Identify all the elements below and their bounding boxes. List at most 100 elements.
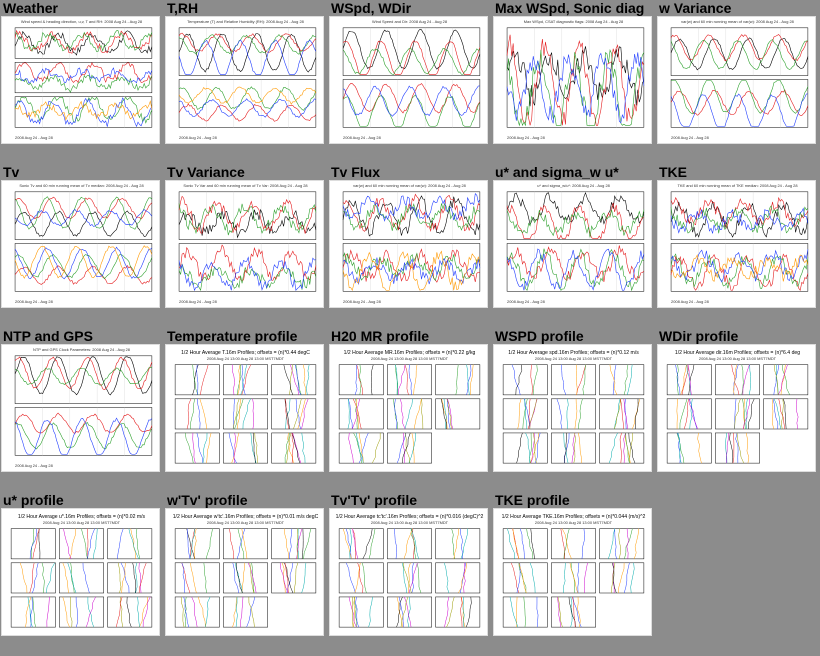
plot-image: 1/2 Hour Average MR.16m Profiles; offset… (338, 350, 481, 464)
plot-thumbnail-link[interactable]: Temperature (T) and Relative Humidity (R… (165, 16, 324, 144)
profile-line (25, 596, 32, 628)
profile-line (403, 562, 412, 594)
plot-thumbnail-link[interactable]: 1/2 Hour Average TKE.16m Profiles; offse… (493, 508, 652, 636)
profile-line (241, 562, 245, 593)
profile-line (396, 596, 403, 628)
profile-line (529, 398, 538, 429)
series-line (178, 86, 317, 105)
plot-thumbnail-link[interactable]: TKE and 60 min running mean of TKE media… (657, 180, 816, 308)
profile-line (635, 398, 639, 429)
profile-line (237, 398, 242, 429)
profile-line (285, 398, 291, 429)
profile-line (530, 432, 535, 464)
plot-thumbnail-link[interactable]: Wind speed & heading direction, u,v, T a… (1, 16, 160, 144)
profile-line (408, 562, 411, 593)
profile-panel (387, 528, 432, 560)
profile-line (345, 562, 356, 594)
profile-line (116, 528, 124, 559)
plot-thumbnail-link[interactable]: 1/2 Hour Average u*.16m Profiles; offset… (1, 508, 160, 636)
profile-line (289, 364, 293, 395)
plot-thumbnail-link[interactable]: var(w) and 60 min running mean of var(w)… (329, 180, 488, 308)
plot-thumbnail-link[interactable]: 1/2 Hour Average MR.16m Profiles; offset… (329, 344, 488, 472)
profile-line (773, 364, 780, 395)
profile-line (85, 596, 96, 628)
plot-thumbnail-link[interactable]: Sonic Tv and 60 min running mean of Tv m… (1, 180, 160, 308)
plot-cell: Tv Variance Sonic Tv Var and 60 min runni… (164, 164, 325, 308)
plot-thumbnail-link[interactable]: 1/2 Hour Average T.16m Profiles; offsets… (165, 344, 324, 472)
plot-thumbnail-link[interactable]: 1/2 Hour Average spd.16m Profiles; offse… (493, 344, 652, 472)
profile-line (348, 432, 354, 464)
profile-line (556, 398, 563, 430)
plot-title: Weather (3, 0, 58, 16)
plot-thumbnail-link[interactable]: 1/2 Hour Average w'tc'.16m Profiles; off… (165, 508, 324, 636)
profile-line (446, 398, 452, 430)
profile-line (570, 596, 573, 628)
profile-panel (599, 364, 645, 396)
plot-panel (14, 96, 153, 128)
profile-line (194, 528, 197, 559)
series-line (342, 47, 480, 75)
profile-line (353, 596, 357, 628)
profile-line (629, 432, 633, 464)
profile-line (198, 596, 206, 628)
plot-thumbnail-link[interactable]: 1/2 Hour Average tc'tc'.16m Profiles; of… (329, 508, 488, 636)
profile-line (697, 432, 702, 464)
profile-line (517, 398, 522, 430)
profile-line (190, 562, 197, 594)
profile-line (130, 528, 136, 559)
plot-thumbnail-link[interactable]: 1/2 Hour Average dir.16m Profiles; offse… (657, 344, 816, 472)
profile-line (87, 528, 89, 559)
profile-line (184, 596, 187, 628)
profile-line (137, 596, 140, 628)
profile-line (576, 364, 578, 395)
series-line (342, 192, 481, 222)
profile-line (411, 528, 419, 559)
plot-thumbnail-link[interactable]: u* and sigma_w/u*: 2008 Aug 24 - Aug 28 2… (493, 180, 652, 308)
profile-panel (338, 562, 384, 594)
profile-panel (174, 364, 220, 396)
profile-line (564, 432, 568, 464)
profile-line (185, 432, 194, 464)
plot-thumbnail-link[interactable]: Max WSpd, CSAT diagnostic flags: 2008 Au… (493, 16, 652, 144)
plot-thumbnail-link[interactable]: NTP and GPS Clock Parameters: 2008 Aug 2… (1, 344, 160, 472)
profile-panel (387, 562, 432, 594)
series-line (14, 30, 153, 52)
plot-image: Sonic Tv and 60 min running mean of Tv m… (14, 183, 153, 304)
profile-line (573, 432, 576, 464)
profile-line (516, 432, 523, 464)
series-line (506, 34, 645, 126)
plot-thumbnail-link[interactable]: Wind Speed and Dir: 2008 Aug 24 - Aug 28… (329, 16, 488, 144)
profile-line (404, 364, 409, 395)
profile-line (192, 432, 196, 464)
series-line (14, 67, 153, 84)
profile-line (284, 432, 290, 464)
plot-subtitle: 2008 Aug 24 13:00 Aug 28 13:00 MST7MDT (207, 356, 285, 361)
profile-panel (551, 398, 596, 430)
profile-line (301, 398, 309, 430)
plot-thumbnail-link[interactable]: Sonic Tv Var and 60 min running mean of … (165, 180, 324, 308)
profile-panel (666, 432, 712, 464)
plot-cell: NTP and GPS NTP and GPS Clock Parameters:… (0, 328, 161, 472)
profile-line (576, 364, 587, 395)
profile-line (41, 562, 45, 593)
plot-subtitle: 2008 Aug 24 13:00 Aug 28 13:00 MST7MDT (535, 520, 613, 525)
profile-line (288, 528, 293, 559)
profile-line (564, 432, 570, 464)
profile-line (536, 596, 539, 628)
plot-caption: Wind speed & heading direction, u,v, T a… (21, 19, 143, 24)
profile-line (614, 528, 617, 559)
profile-line (362, 562, 367, 594)
profile-panel (174, 528, 220, 560)
profile-line (342, 528, 352, 559)
plot-thumbnail-link[interactable]: var(w) and 60 min running mean of var(w)… (657, 16, 816, 144)
profile-line (581, 528, 585, 559)
profile-line (29, 562, 35, 594)
profile-line (189, 528, 195, 559)
profile-line (186, 528, 195, 559)
plot-caption: 1/2 Hour Average w'tc'.16m Profiles; off… (173, 514, 319, 520)
profile-line (689, 398, 693, 429)
profile-line (358, 432, 364, 464)
series-line (506, 209, 645, 238)
profile-line (530, 528, 535, 559)
profile-line (618, 528, 621, 559)
